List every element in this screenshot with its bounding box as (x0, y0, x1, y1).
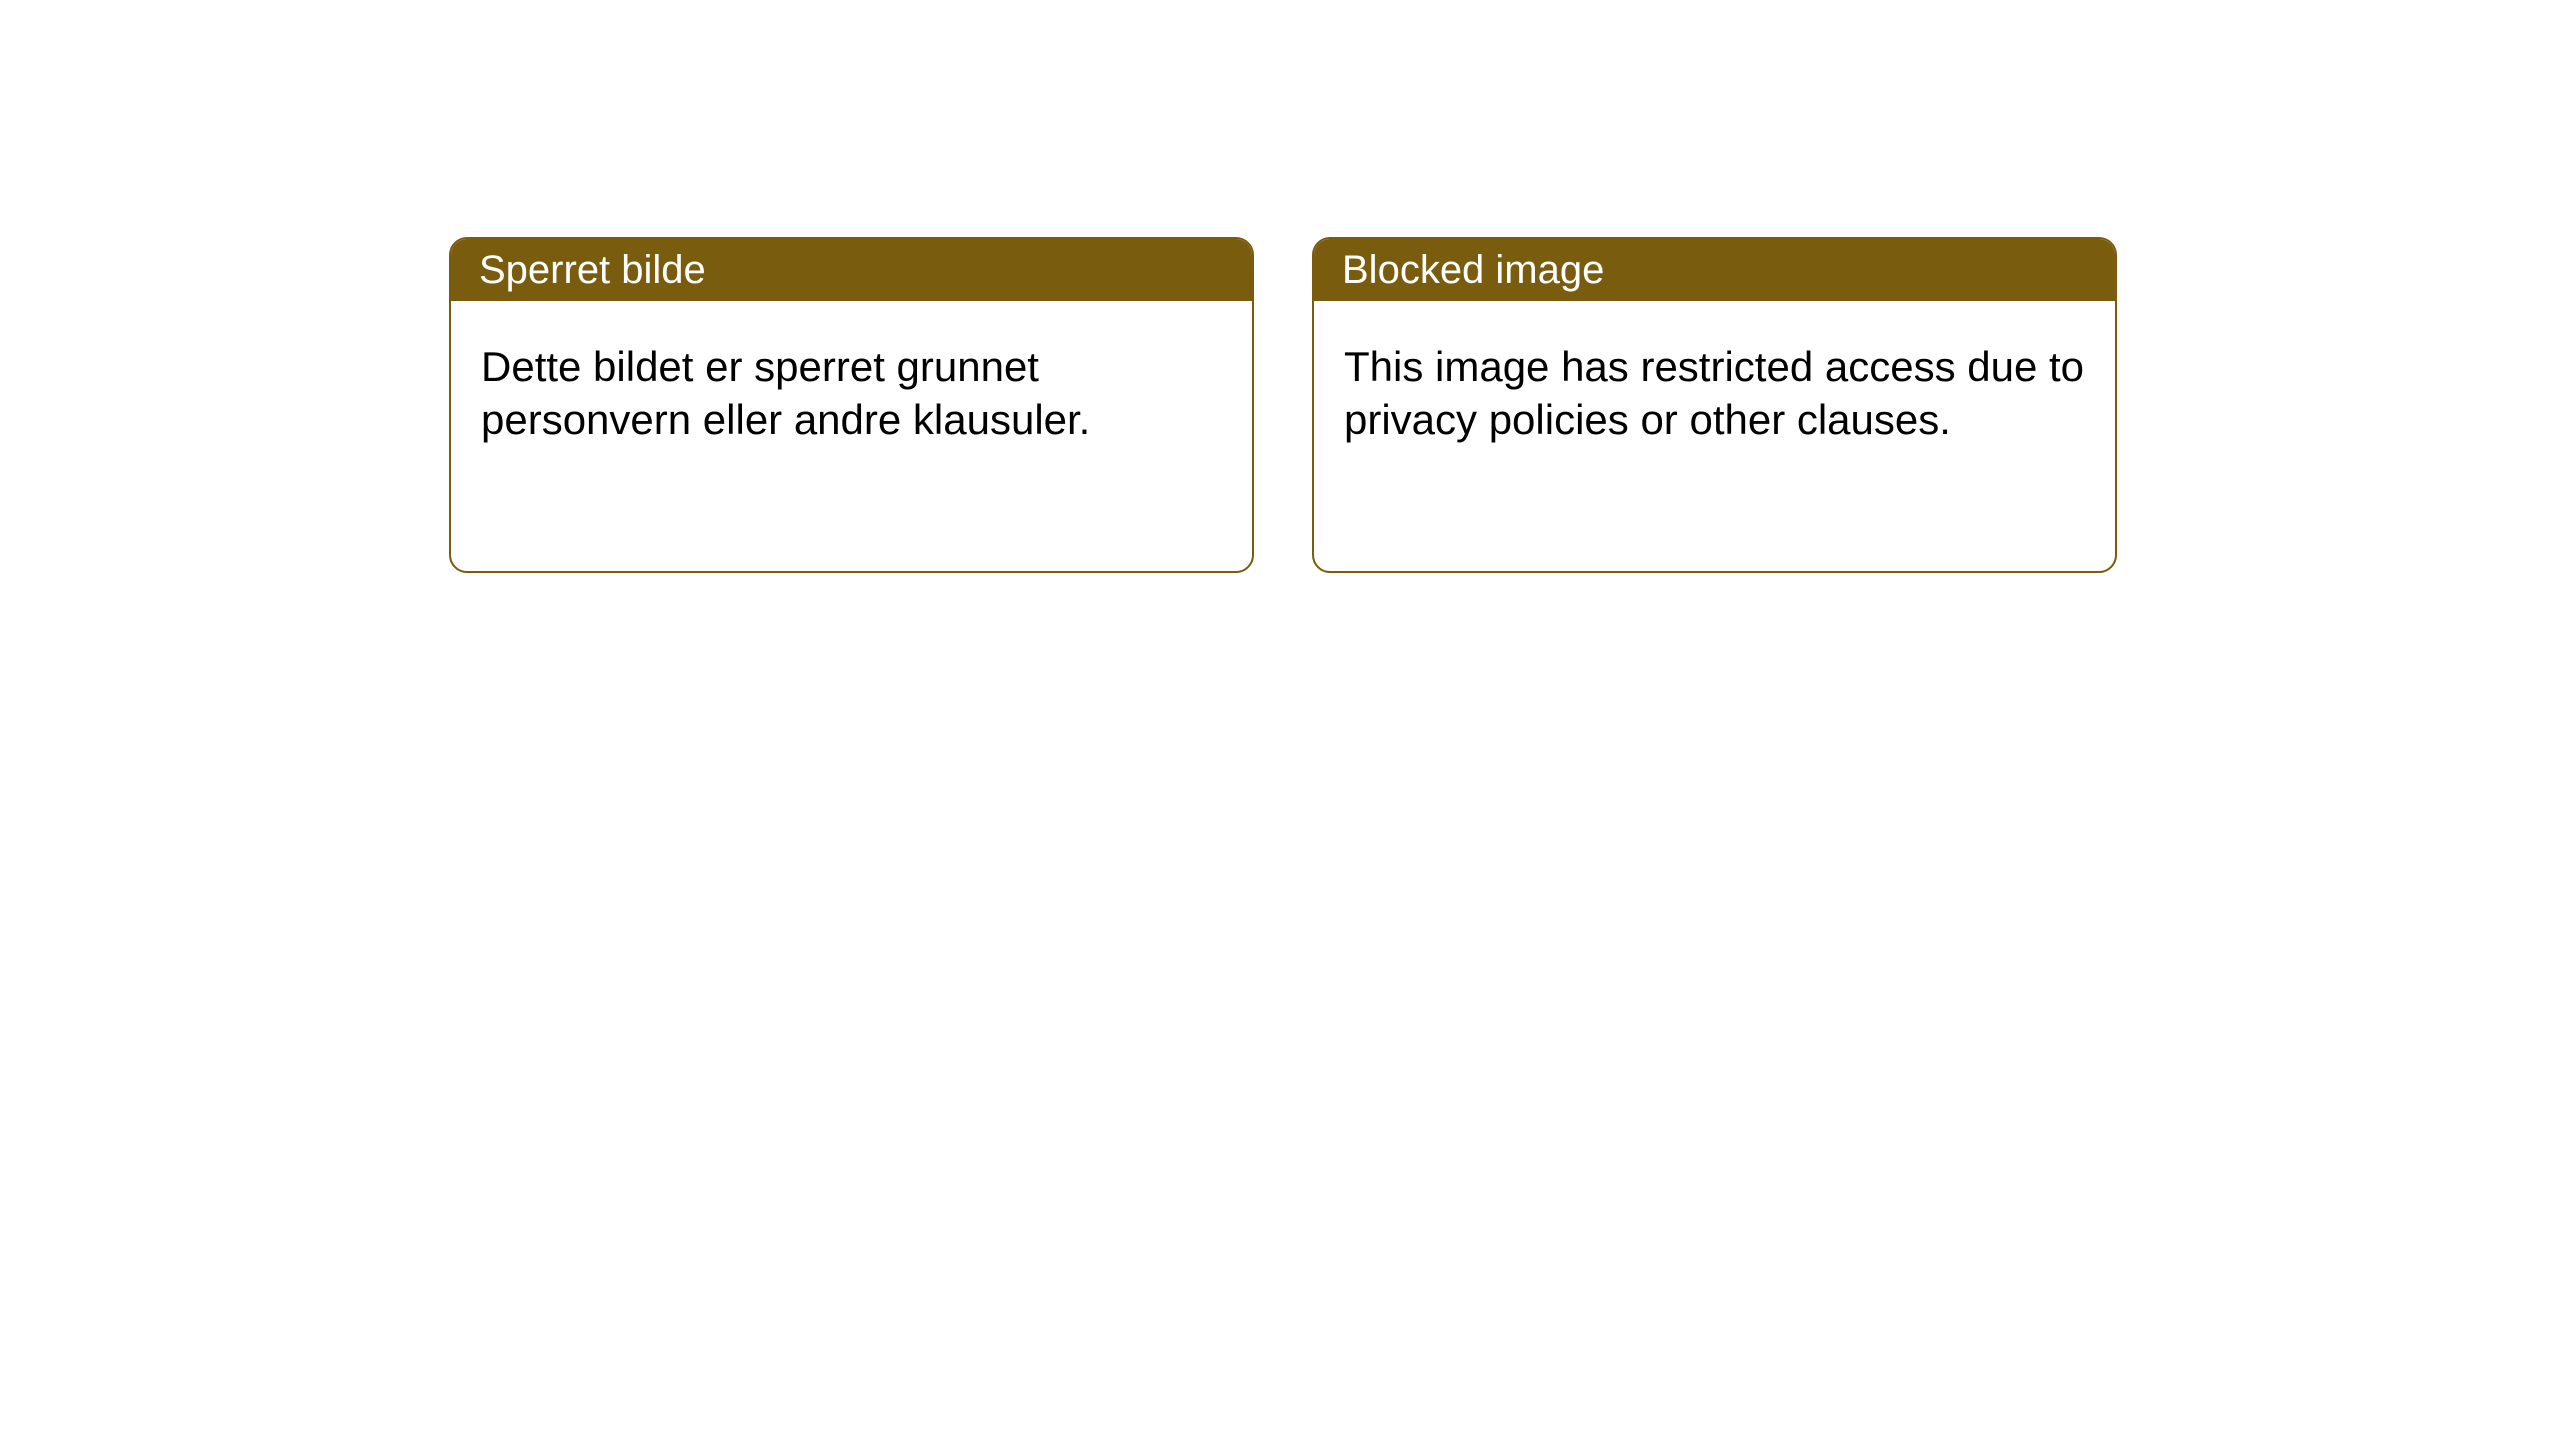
notice-body-text: Dette bildet er sperret grunnet personve… (481, 343, 1090, 443)
notice-body: This image has restricted access due to … (1314, 301, 2115, 486)
notice-title: Sperret bilde (479, 248, 706, 293)
notice-title: Blocked image (1342, 248, 1604, 293)
notice-body: Dette bildet er sperret grunnet personve… (451, 301, 1252, 486)
notice-card-english: Blocked image This image has restricted … (1312, 237, 2117, 573)
notice-header: Sperret bilde (451, 239, 1252, 301)
notice-header: Blocked image (1314, 239, 2115, 301)
notice-card-norwegian: Sperret bilde Dette bildet er sperret gr… (449, 237, 1254, 573)
notice-body-text: This image has restricted access due to … (1344, 343, 2084, 443)
notice-container: Sperret bilde Dette bildet er sperret gr… (449, 237, 2117, 573)
